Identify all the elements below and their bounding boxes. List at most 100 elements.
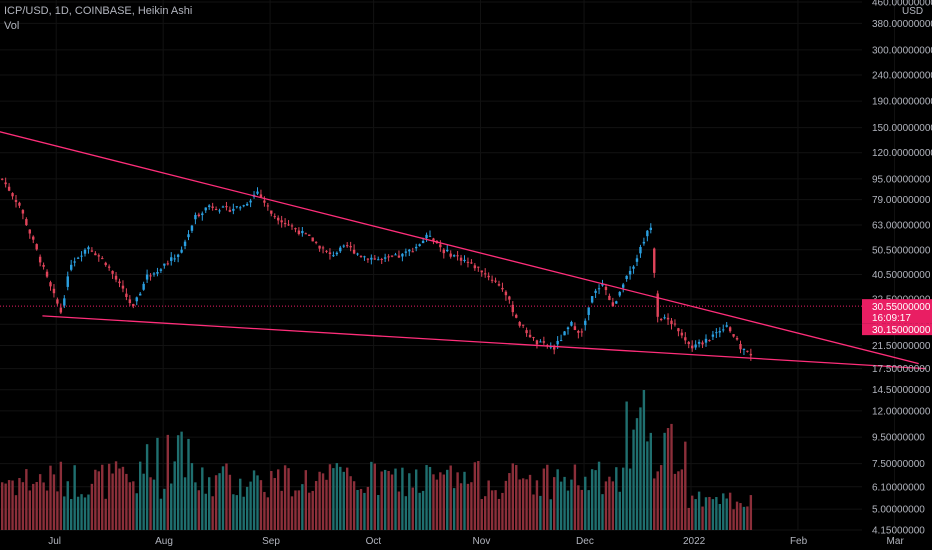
volume-bar — [401, 467, 404, 530]
candle — [266, 202, 270, 211]
candle — [314, 241, 318, 245]
volume-bar — [439, 472, 442, 530]
candle — [418, 243, 421, 247]
symbol-legend[interactable]: ICP/USD, 1D, COINBASE, Heikin Ashi — [4, 5, 193, 17]
volume-bar — [42, 482, 45, 530]
volume-bar — [32, 483, 35, 530]
candle — [635, 254, 639, 266]
price-tick-label: 21.50000000 — [872, 341, 931, 352]
candle — [25, 217, 28, 226]
candle — [528, 329, 532, 338]
volume-bars — [1, 390, 753, 530]
candle — [642, 237, 646, 246]
candle — [477, 266, 480, 272]
volume-bar — [201, 467, 204, 530]
candle — [735, 335, 739, 341]
time-tick-label: 2022 — [683, 536, 706, 547]
candle — [304, 232, 307, 235]
volume-bar — [484, 496, 487, 530]
volume-bar — [559, 481, 563, 530]
candle — [94, 251, 97, 256]
candle — [484, 268, 487, 278]
volume-bar — [214, 475, 218, 530]
volume-bar — [252, 470, 256, 530]
candle — [749, 348, 753, 361]
volume-bar — [463, 471, 466, 530]
candle — [559, 334, 563, 342]
candle — [163, 263, 166, 269]
volume-bar — [56, 491, 59, 530]
volume-bar — [204, 493, 207, 530]
volume-bar — [221, 466, 225, 530]
volume-bar — [163, 488, 166, 530]
volume-legend[interactable]: Vol — [4, 20, 20, 32]
candle — [587, 307, 590, 321]
volume-bar — [332, 468, 335, 530]
trendline[interactable] — [0, 128, 919, 365]
candle — [218, 208, 221, 214]
volume-bar — [494, 490, 497, 530]
candle — [518, 320, 521, 328]
price-tick-label: 380.00000000 — [872, 19, 932, 30]
candle — [59, 303, 63, 315]
candle — [394, 252, 397, 256]
volume-bar — [442, 474, 445, 530]
candle — [49, 280, 52, 291]
candle — [311, 237, 314, 242]
volume-bar — [283, 465, 287, 530]
candle — [563, 331, 566, 336]
candle — [225, 201, 228, 211]
candle — [508, 295, 511, 304]
volume-bar — [83, 497, 87, 530]
candle — [356, 252, 359, 256]
candle — [349, 241, 352, 252]
candle — [221, 205, 225, 208]
candle — [452, 254, 456, 258]
candle — [297, 227, 301, 236]
time-tick-label: Jul — [48, 536, 61, 547]
volume-bar — [301, 484, 304, 530]
candle — [673, 319, 677, 327]
volume-bar — [342, 471, 345, 530]
volume-bar — [114, 461, 118, 530]
candle — [404, 248, 408, 257]
candle — [332, 251, 335, 258]
candle — [73, 257, 76, 267]
price-tick-label: 40.50000000 — [872, 270, 931, 281]
volume-bar — [80, 494, 83, 530]
volume-bar — [159, 498, 163, 530]
candle — [201, 211, 204, 221]
volume-bar — [390, 474, 394, 530]
candle — [611, 297, 615, 307]
volume-bar — [418, 492, 421, 530]
candle — [142, 281, 145, 291]
candle — [539, 339, 542, 343]
candle — [566, 326, 570, 335]
volume-bar — [176, 435, 180, 530]
volume-bar — [11, 480, 14, 530]
time-axis[interactable]: JulAugSepOctNovDec2022FebMarAprMay — [48, 536, 932, 547]
price-tick-label: 14.50000000 — [872, 385, 931, 396]
volume-bar — [408, 473, 411, 530]
candle — [239, 205, 242, 211]
volume-bar — [249, 481, 252, 530]
volume-bar — [556, 469, 559, 530]
volume-bar — [28, 490, 31, 530]
trendline[interactable] — [42, 315, 926, 370]
volume-bar — [118, 468, 121, 530]
candle — [397, 250, 401, 259]
volume-bar — [649, 432, 652, 530]
candle — [280, 215, 283, 228]
candle — [442, 248, 445, 259]
candle — [697, 339, 701, 348]
candle — [711, 330, 715, 341]
volume-bar — [349, 476, 352, 530]
trendlines — [0, 128, 926, 370]
volume-bar — [121, 466, 125, 530]
candle — [149, 273, 152, 281]
candle — [649, 223, 652, 234]
candle — [387, 254, 390, 262]
volume-bar — [625, 401, 628, 530]
candle — [32, 235, 35, 244]
